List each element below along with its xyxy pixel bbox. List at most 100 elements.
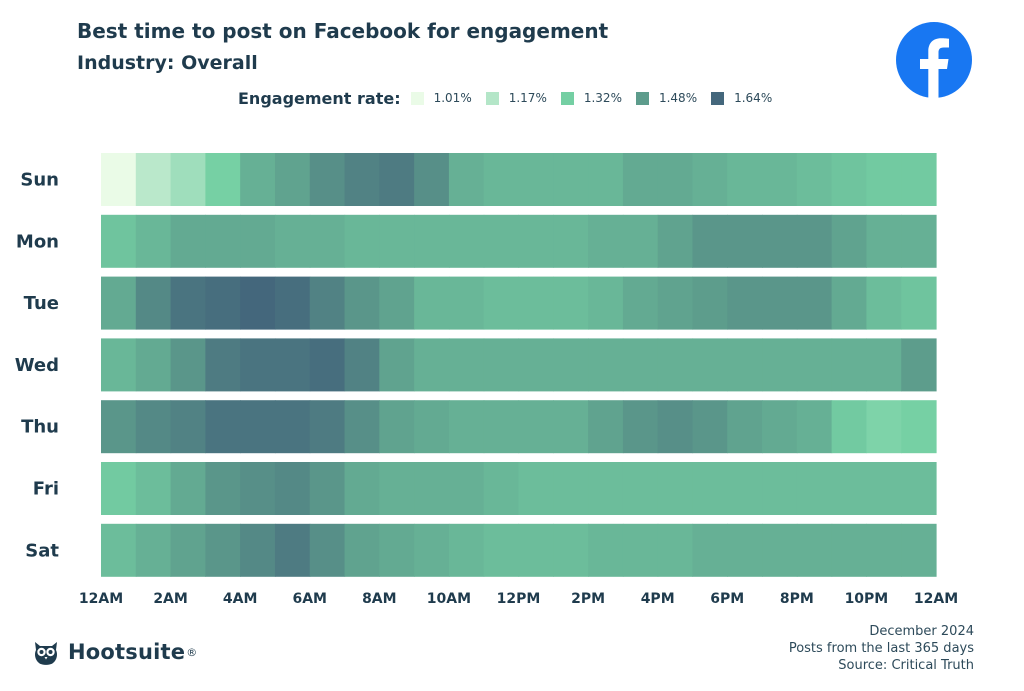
- x-tick-label: 6AM: [292, 591, 327, 607]
- x-tick-label: 12AM: [914, 591, 958, 607]
- heatmap-cell-tue-12: [518, 276, 554, 330]
- heatmap-cell-tue-7: [344, 276, 380, 330]
- heatmap-cell-fri-0: [101, 462, 137, 515]
- chart-subtitle: Industry: Overall: [77, 52, 258, 74]
- heatmap-cell-sat-4: [240, 523, 276, 577]
- heatmap-cell-wed-20: [796, 338, 833, 392]
- x-tick-label: 2AM: [153, 591, 188, 607]
- row-label-sun: Sun: [20, 170, 59, 191]
- heatmap-cell-wed-7: [344, 338, 380, 392]
- registered-mark: ®: [186, 645, 198, 659]
- heatmap-cell-sun-9: [414, 153, 450, 206]
- heatmap-cell-wed-9: [414, 338, 450, 392]
- heatmap-cell-sat-17: [692, 523, 728, 577]
- heatmap-cell-mon-5: [274, 214, 311, 268]
- heatmap-cell-thu-20: [796, 400, 833, 454]
- heatmap-cell-sun-14: [588, 153, 624, 206]
- heatmap-cell-thu-5: [274, 400, 311, 454]
- heatmap-cell-thu-7: [344, 400, 380, 454]
- heatmap-cell-wed-12: [518, 338, 554, 392]
- heatmap-cell-wed-21: [831, 338, 868, 392]
- heatmap-cell-sun-16: [657, 153, 694, 206]
- heatmap-cell-thu-6: [309, 400, 346, 454]
- heatmap-cell-sat-18: [727, 523, 763, 577]
- heatmap-cell-wed-6: [309, 338, 346, 392]
- heatmap-cell-wed-14: [588, 338, 624, 392]
- heatmap-cell-sat-11: [483, 523, 520, 577]
- heatmap-cell-wed-23: [901, 338, 937, 392]
- heatmap-cell-wed-17: [692, 338, 728, 392]
- x-tick-label: 4PM: [641, 591, 675, 607]
- heatmap-cell-fri-14: [588, 462, 624, 515]
- heatmap-cell-sun-5: [274, 153, 311, 206]
- heatmap-cell-mon-20: [796, 214, 833, 268]
- heatmap-cell-tue-9: [414, 276, 450, 330]
- heatmap-cell-sun-22: [866, 153, 902, 206]
- heatmap-cell-thu-16: [657, 400, 694, 454]
- heatmap-cell-thu-1: [135, 400, 172, 454]
- heatmap-cell-tue-6: [309, 276, 346, 330]
- heatmap-cell-fri-2: [170, 462, 206, 515]
- row-label-mon: Mon: [16, 231, 59, 252]
- facebook-logo-icon: [896, 22, 972, 98]
- heatmap-cell-thu-9: [414, 400, 450, 454]
- heatmap-cell-fri-11: [483, 462, 520, 515]
- heatmap-cell-wed-8: [379, 338, 415, 392]
- heatmap-cell-fri-4: [240, 462, 276, 515]
- heatmap-cell-sun-4: [240, 153, 276, 206]
- x-tick-label: 12PM: [497, 591, 541, 607]
- heatmap-cell-mon-13: [553, 214, 589, 268]
- heatmap-cell-thu-17: [692, 400, 728, 454]
- heatmap-cell-sat-5: [274, 523, 311, 577]
- heatmap-cell-sun-7: [344, 153, 380, 206]
- heatmap-cell-mon-12: [518, 214, 554, 268]
- brand-name: Hootsuite: [68, 640, 186, 664]
- heatmap-cell-tue-0: [101, 276, 137, 330]
- legend-swatch: [635, 91, 649, 105]
- heatmap-cell-fri-9: [414, 462, 450, 515]
- chart-title: Best time to post on Facebook for engage…: [77, 19, 609, 43]
- heatmap-cell-wed-15: [622, 338, 659, 392]
- heatmap-cell-thu-15: [622, 400, 659, 454]
- heatmap-cell-fri-21: [831, 462, 868, 515]
- heatmap-cell-tue-14: [588, 276, 624, 330]
- heatmap-cell-tue-22: [866, 276, 902, 330]
- heatmap-cell-fri-20: [796, 462, 833, 515]
- heatmap-cell-sun-6: [309, 153, 346, 206]
- heatmap-cell-mon-3: [205, 214, 241, 268]
- heatmap-cell-wed-18: [727, 338, 763, 392]
- heatmap-cell-tue-8: [379, 276, 415, 330]
- heatmap-cell-mon-18: [727, 214, 763, 268]
- heatmap-cell-fri-8: [379, 462, 415, 515]
- heatmap-cell-sat-12: [518, 523, 554, 577]
- legend-item: 1.01%: [410, 91, 472, 105]
- heatmap-cell-tue-18: [727, 276, 763, 330]
- legend-swatch: [410, 91, 424, 105]
- heatmap-cell-fri-3: [205, 462, 241, 515]
- x-tick-label: 8AM: [362, 591, 397, 607]
- heatmap-cell-wed-0: [101, 338, 137, 392]
- heatmap-cell-tue-16: [657, 276, 694, 330]
- heatmap-cell-mon-0: [101, 214, 137, 268]
- heatmap-cell-thu-18: [727, 400, 763, 454]
- heatmap-cell-tue-3: [205, 276, 241, 330]
- heatmap-cell-sun-21: [831, 153, 868, 206]
- heatmap-cell-sun-12: [518, 153, 554, 206]
- heatmap-cell-fri-5: [274, 462, 311, 515]
- heatmap-cell-tue-17: [692, 276, 728, 330]
- heatmap-chart: Sun Mon Tue Wed Thu Fri Sat 12AM 2AM 4AM 6AM 8AM 10A…: [15, 153, 958, 607]
- x-tick-label: 4AM: [223, 591, 258, 607]
- heatmap-cell-mon-15: [622, 214, 659, 268]
- heatmap-cell-sun-11: [483, 153, 520, 206]
- heatmap-cell-fri-22: [866, 462, 902, 515]
- heatmap-cell-wed-1: [135, 338, 172, 392]
- legend-label: 1.01%: [433, 91, 472, 105]
- heatmap-cell-sat-2: [170, 523, 206, 577]
- heatmap-cell-sun-0: [101, 153, 137, 206]
- row-label-tue: Tue: [24, 293, 59, 314]
- heatmap-cell-sun-20: [796, 153, 833, 206]
- heatmap-cell-wed-5: [274, 338, 311, 392]
- heatmap-cell-thu-4: [240, 400, 276, 454]
- heatmap-cell-sun-8: [379, 153, 415, 206]
- heatmap-cell-thu-12: [518, 400, 554, 454]
